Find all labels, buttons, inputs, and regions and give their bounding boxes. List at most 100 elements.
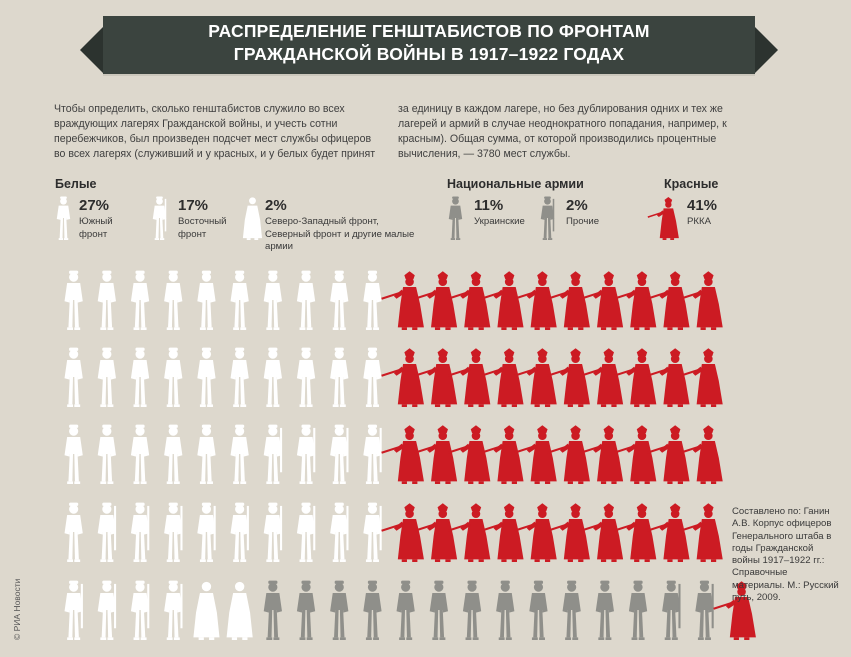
soldier-rifle-white-icon-r4c6 [230,502,249,562]
soldier-rifle-grey-icon [540,196,555,240]
soldier-white-icon-r1c10 [363,270,382,330]
soldier-grey-icon-r5c14 [496,580,515,640]
legend-other-percent: 2% [566,197,588,214]
soldier-grey-icon-r5c16 [562,580,581,640]
soldier-red-icon-r3c18 [613,425,657,484]
group-title-red: Красные [664,177,719,191]
copyright: © РИА Новости [12,578,22,640]
soldier-white-icon [56,196,71,240]
legend-south-label: Южный фронт [79,216,113,241]
source-note: Составлено по: Ганин А.В. Корпус офицеро… [732,506,839,604]
group-title-white: Белые [55,177,97,191]
legend-south-line1: Южный [79,216,113,227]
soldier-white-icon-r2c6 [230,347,249,407]
soldier-red-icon-r4c14 [480,503,524,562]
soldier-red-icon-r2c13 [447,348,491,407]
soldier-rifle-white-icon-r4c10 [363,502,382,562]
soldier-red-icon-r2c11 [381,348,424,407]
soldier-rifle-white-icon [152,196,167,240]
soldier-white-icon-r2c8 [296,347,316,407]
soldier-red-icon-r3c14 [480,425,524,484]
soldier-white-icon-r1c9 [330,270,349,330]
soldier-white-icon-r3c2 [97,424,116,484]
soldier-rifle-white-icon-r4c8 [296,502,316,562]
soldier-grey-icon-r5c9 [330,580,349,640]
title-line-1: РАСПРЕДЕЛЕНИЕ ГЕНШТАБИСТОВ ПО ФРОНТАМ [208,21,650,41]
soldier-greatcoat-white-icon [242,197,263,240]
soldier-white-icon-r3c1 [64,424,83,484]
soldier-white-icon-r2c3 [130,347,150,407]
banner-tail-right [754,26,778,74]
soldier-white-icon-r1c1 [64,270,83,330]
legend-south-percent: 27% [79,197,110,214]
soldier-red-icon-r1c19 [646,271,690,330]
legend-rkka-percent: 41% [687,197,718,214]
soldier-red-icon-r2c14 [480,348,524,407]
soldier-white-icon-r1c6 [230,270,249,330]
soldier-white-icon-r1c7 [263,270,282,330]
soldier-red-icon-r1c14 [480,271,524,330]
soldier-rifle-white-icon-r5c2 [97,580,117,640]
soldier-white-icon-r3c3 [130,424,150,484]
soldier-rifle-white-icon-r3c10 [363,424,382,484]
soldier-white-icon-r2c10 [363,347,382,407]
soldier-white-icon [56,196,71,240]
soldier-rifle-white-icon-r4c3 [130,502,150,562]
soldier-red-icon-r3c17 [580,425,624,484]
soldier-red-icon-r3c13 [447,425,491,484]
legend-east-label: Восточный фронт [178,216,227,241]
soldier-white-icon-r2c7 [263,347,282,407]
soldier-red-icon-r4c13 [447,503,491,562]
legend-east-line2: фронт [178,228,207,240]
soldier-red-icon-r2c19 [646,348,690,407]
soldier-grey-icon-r5c17 [595,580,614,640]
soldier-red-icon-r3c16 [547,425,590,484]
soldier-red-icon-r4c17 [580,503,624,562]
soldier-red-icon-r2c17 [580,348,624,407]
legend-northwest-label: Северо-Западный фронт, Северный фронт и … [265,216,414,254]
soldier-greatcoat-white-icon-r5c6 [226,581,253,640]
soldier-red-icon-r1c15 [514,271,557,330]
soldier-red-icon-r2c15 [514,348,557,407]
legend-northwest-line3: армии [265,241,293,252]
soldier-rifle-grey-icon-r5c19 [662,580,681,640]
legend-northwest-line2: Северный фронт и другие малые [265,228,415,240]
soldier-white-icon-r1c8 [296,270,316,330]
soldier-red-icon-r1c13 [447,271,491,330]
soldier-red-icon-r4c19 [646,503,690,562]
soldier-red-icon-r4c18 [613,503,657,562]
soldier-rifle-white-icon [152,196,167,240]
title-line-2: ГРАЖДАНСКОЙ ВОЙНЫ В 1917–1922 ГОДАХ [233,44,625,64]
soldier-rifle-white-icon-r4c5 [197,502,216,562]
soldier-red-icon-r3c11 [381,425,424,484]
soldier-red-icon-r2c16 [547,348,590,407]
soldier-red-icon-r2c18 [613,348,657,407]
soldier-rifle-white-icon-r3c9 [330,424,349,484]
soldier-grey-icon-r5c18 [628,580,648,640]
soldier-red-icon-r1c20 [680,271,723,330]
soldier-white-icon-r3c6 [230,424,249,484]
legend-south-line2: фронт [79,228,108,240]
soldier-rifle-white-icon-r3c8 [296,424,316,484]
soldier-grey-icon-r5c7 [263,580,282,640]
legend-ukraine-percent: 11% [474,197,504,214]
soldier-white-icon-r2c4 [164,347,183,407]
legend-northwest-line1: Северо-Западный фронт, [265,216,379,227]
soldier-grey-icon [448,196,463,240]
soldier-grey-icon-r5c8 [296,580,316,640]
soldier-rifle-white-icon-r4c7 [263,502,283,562]
soldier-red-icon [647,196,679,240]
soldier-rifle-white-icon-r5c4 [164,580,183,640]
soldier-grey-icon-r5c15 [529,580,548,640]
soldier-white-icon-r3c4 [164,424,183,484]
soldier-red-icon-r4c20 [680,503,723,562]
soldier-white-icon-r2c2 [97,347,116,407]
soldier-grey-icon-r5c10 [363,580,382,640]
soldier-rifle-white-icon-r5c1 [64,580,83,640]
soldier-white-icon-r1c4 [164,270,183,330]
soldier-rifle-grey-icon-r5c20 [695,580,714,640]
soldier-red-icon-r3c19 [646,425,690,484]
soldier-red-icon-r4c11 [381,503,424,562]
intro-text-right: за единицу в каждом лагере, но без дубли… [398,103,727,160]
